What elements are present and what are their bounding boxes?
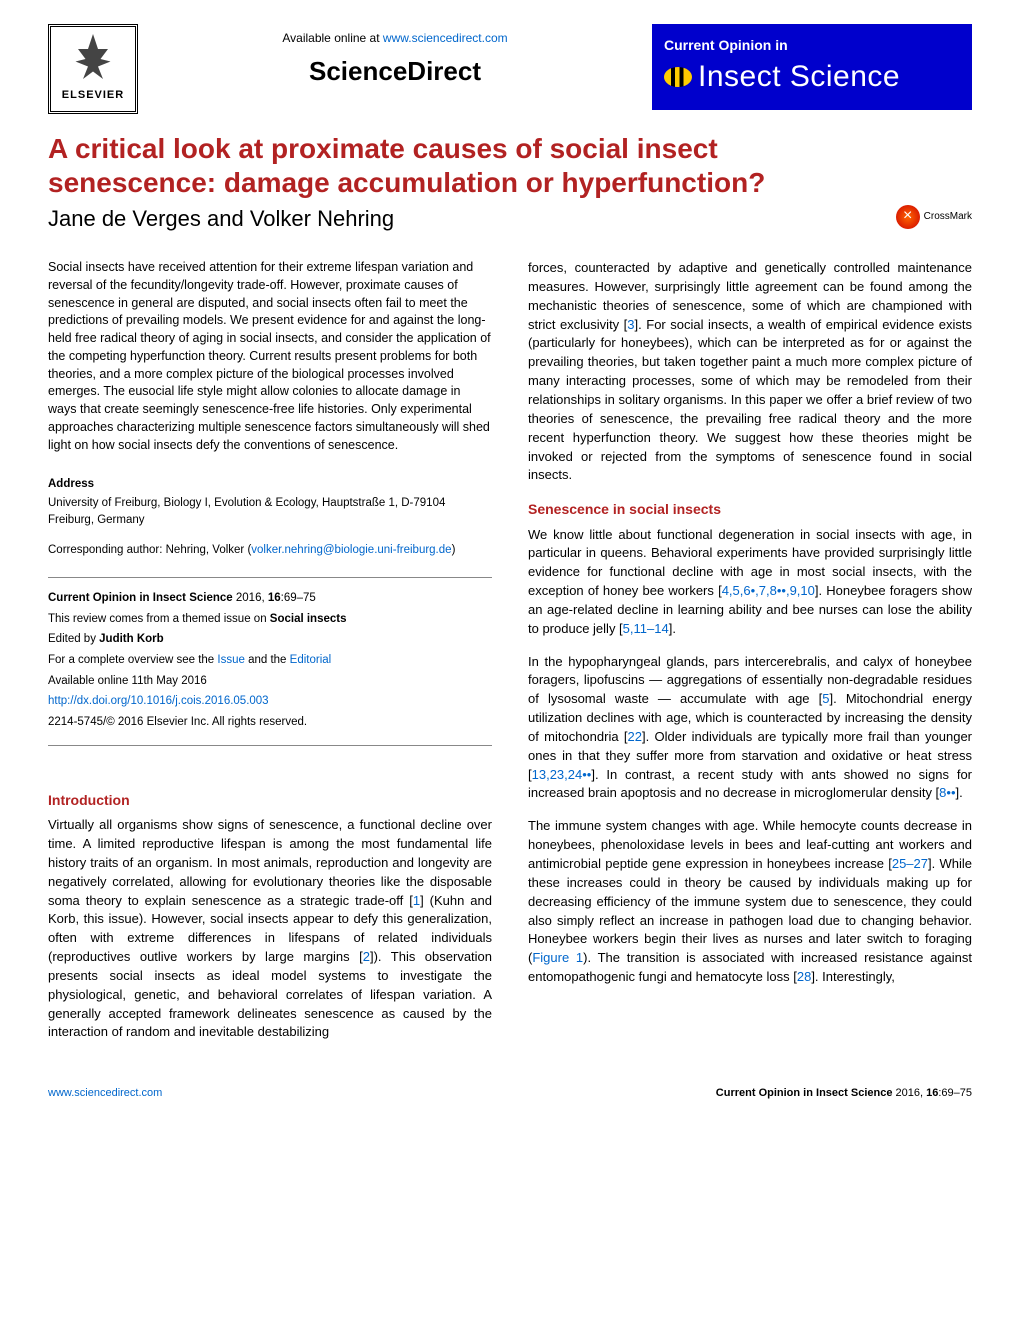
footer-pages: :69–75 [938,1087,972,1099]
banner-small-text: Current Opinion in [664,35,960,55]
right-p1: forces, counteracted by adaptive and gen… [528,259,972,485]
address-label: Address [48,476,492,493]
ref-5-11-14[interactable]: 5,11–14 [623,621,669,636]
edited-prefix: Edited by [48,633,99,645]
title-line-2: senescence: damage accumulation or hyper… [48,167,765,198]
corresponding-author: Corresponding author: Nehring, Volker (v… [48,542,492,559]
sen-p1-c: ]. [669,621,676,636]
senescence-p3: The immune system changes with age. Whil… [528,817,972,987]
senescence-p2: In the hypopharyngeal glands, pars inter… [528,653,972,804]
senescence-p1: We know little about functional degenera… [528,526,972,639]
banner-large-text: Insect Science [664,55,960,99]
overview-and: and the [245,654,290,666]
ref-22[interactable]: 22 [628,729,642,744]
editor-name: Judith Korb [99,633,164,645]
doi-line: http://dx.doi.org/10.1016/j.cois.2016.05… [48,691,492,712]
title-line-1: A critical look at proximate causes of s… [48,133,718,164]
themed-prefix: This review comes from a themed issue on [48,613,270,625]
available-online-link[interactable]: www.sciencedirect.com [383,31,508,45]
crossmark-label: CrossMark [924,210,972,225]
citation-vol: 16 [268,592,281,604]
issue-link[interactable]: Issue [217,654,245,666]
sen-p3-c: ). The transition is associated with inc… [528,950,972,984]
bee-icon [664,67,692,87]
center-header: Available online at www.sciencedirect.co… [138,24,652,91]
doi-link[interactable]: http://dx.doi.org/10.1016/j.cois.2016.05… [48,695,269,707]
corresponding-prefix: Corresponding author: Nehring, Volker ( [48,544,251,556]
overview-line: For a complete overview see the Issue an… [48,650,492,671]
two-column-layout: Social insects have received attention f… [48,259,972,1056]
edited-line: Edited by Judith Korb [48,629,492,650]
article-title: A critical look at proximate causes of s… [48,132,972,199]
ref-figure-1[interactable]: Figure 1 [532,950,583,965]
banner-journal-name: Insect Science [698,55,900,99]
intro-body: Virtually all organisms show signs of se… [48,816,492,1042]
ref-28[interactable]: 28 [797,969,811,984]
ref-13-23-24[interactable]: 13,23,24•• [532,767,592,782]
journal-banner: Current Opinion in Insect Science [652,24,972,110]
overview-prefix: For a complete overview see the [48,654,217,666]
article-info-box: Current Opinion in Insect Science 2016, … [48,577,492,746]
right-column: forces, counteracted by adaptive and gen… [528,259,972,1056]
themed-topic: Social insects [270,613,347,625]
ref-2[interactable]: 2 [363,949,370,964]
citation-line: Current Opinion in Insect Science 2016, … [48,588,492,609]
sciencedirect-wordmark: ScienceDirect [138,53,652,91]
available-online-date: Available online 11th May 2016 [48,671,492,692]
footer-left: www.sciencedirect.com [48,1086,162,1102]
footer-left-link[interactable]: www.sciencedirect.com [48,1087,162,1099]
ref-3[interactable]: 3 [627,317,634,332]
corresponding-email-link[interactable]: volker.nehring@biologie.uni-freiburg.de [251,544,451,556]
footer-vol: 16 [926,1087,938,1099]
title-block: A critical look at proximate causes of s… [48,132,972,235]
editorial-link[interactable]: Editorial [290,654,332,666]
citation-journal: Current Opinion in Insect Science [48,592,233,604]
abstract-text: Social insects have received attention f… [48,259,492,454]
elsevier-logo: ELSEVIER [48,24,138,114]
footer-journal: Current Opinion in Insect Science [716,1087,893,1099]
left-column: Social insects have received attention f… [48,259,492,1056]
crossmark-badge[interactable]: CrossMark [896,205,972,229]
footer-year: 2016, [892,1087,926,1099]
ref-4-10[interactable]: 4,5,6•,7,8••,9,10 [722,583,815,598]
footer-right: Current Opinion in Insect Science 2016, … [716,1086,972,1102]
elsevier-text: ELSEVIER [62,88,124,104]
ref-8[interactable]: 8•• [939,785,955,800]
crossmark-icon [896,205,920,229]
sen-p2-d: ]. In contrast, a recent study with ants… [528,767,972,801]
elsevier-tree-icon [68,34,118,84]
corresponding-suffix: ) [452,544,456,556]
ref-5[interactable]: 5 [822,691,829,706]
sen-p3-b: ]. While these increases could in theory… [528,856,972,965]
ref-1[interactable]: 1 [413,893,420,908]
citation-pages: :69–75 [281,592,316,604]
citation-year: 2016, [233,592,268,604]
available-online-prefix: Available online at [282,31,383,45]
authors: Jane de Verges and Volker Nehring [48,203,972,235]
available-online-line: Available online at www.sciencedirect.co… [138,30,652,47]
ref-25-27[interactable]: 25–27 [892,856,928,871]
sen-p2-e: ]. [956,785,963,800]
senescence-heading: Senescence in social insects [528,499,972,519]
right-p1-b: ]. For social insects, a wealth of empir… [528,317,972,483]
header: ELSEVIER Available online at www.science… [48,24,972,114]
sen-p3-d: ]. Interestingly, [811,969,895,984]
address-text: University of Freiburg, Biology I, Evolu… [48,495,492,528]
themed-line: This review comes from a themed issue on… [48,609,492,630]
introduction-heading: Introduction [48,790,492,810]
page-footer: www.sciencedirect.com Current Opinion in… [48,1080,972,1102]
intro-paragraph-1: Virtually all organisms show signs of se… [48,816,492,1042]
issn-copyright: 2214-5745/© 2016 Elsevier Inc. All right… [48,712,492,733]
